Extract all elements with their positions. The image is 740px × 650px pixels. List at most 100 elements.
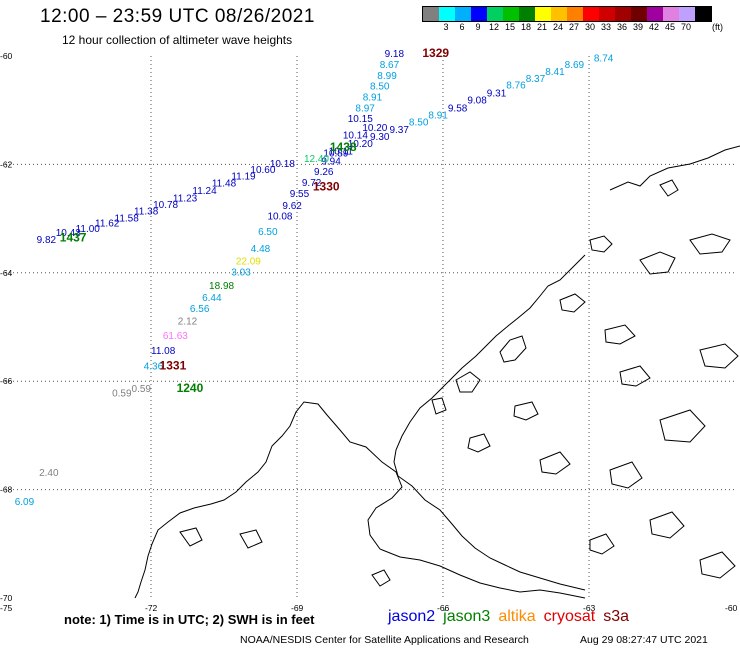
island-16 bbox=[659, 409, 706, 443]
wave-height-value: 10.08 bbox=[267, 212, 292, 223]
island-12 bbox=[513, 401, 539, 421]
lon-tick-label: -69 bbox=[291, 603, 304, 613]
wave-height-value: 10.78 bbox=[153, 200, 178, 211]
wave-height-value: 0.59 bbox=[112, 388, 132, 399]
color-scale-label: 70 bbox=[680, 22, 691, 32]
wave-height-value: 8.91 bbox=[428, 110, 448, 121]
wave-height-value: 8.67 bbox=[380, 60, 400, 71]
wave-height-value: 9.30 bbox=[370, 132, 390, 143]
wave-height-value: 11.48 bbox=[212, 179, 237, 190]
color-scale-label: 30 bbox=[584, 22, 595, 32]
island-2 bbox=[659, 179, 679, 197]
color-scale-label: 45 bbox=[664, 22, 675, 32]
wave-height-value: 9.31 bbox=[487, 89, 507, 100]
credit-timestamp: Aug 29 08:27:47 UTC 2021 bbox=[580, 634, 708, 646]
color-swatch bbox=[663, 7, 679, 21]
wave-height-value: 10.60 bbox=[250, 165, 275, 176]
wave-height-value: 8.97 bbox=[355, 103, 375, 114]
lat-tick-label: -70 bbox=[0, 593, 13, 603]
pass-time-label: 1329 bbox=[422, 46, 449, 60]
wave-height-value: 10.18 bbox=[270, 159, 295, 170]
axis-labels: -60 -62 -64 -66 -68 -70-75 -72 -69 -66 -63 -60 bbox=[0, 51, 738, 613]
color-scale-labels: 3 6 9 12 15 18 21 24 27 30 33 36 39 42 45 70 bbox=[422, 22, 710, 32]
wave-height-value: 9.37 bbox=[389, 125, 409, 136]
lat-lon-grid bbox=[5, 56, 735, 598]
wave-height-value: 11.24 bbox=[192, 186, 217, 197]
wave-height-value: 9.82 bbox=[37, 235, 57, 246]
wave-height-value: 6.56 bbox=[190, 304, 210, 315]
pass-time-label: 1330 bbox=[313, 179, 340, 193]
lat-tick-label: -66 bbox=[0, 376, 13, 386]
lon-tick-label: -63 bbox=[583, 603, 596, 613]
wave-height-value: 10.14 bbox=[343, 130, 368, 141]
color-swatch bbox=[503, 7, 519, 21]
wave-height-value: 18.98 bbox=[209, 281, 234, 292]
wave-height-value: 10.20 bbox=[362, 123, 387, 134]
lon-tick-label: -66 bbox=[437, 603, 450, 613]
wave-height-value: 8.74 bbox=[594, 53, 614, 64]
island-7 bbox=[639, 251, 676, 275]
wave-height-value: 2.12 bbox=[178, 316, 198, 327]
color-scale-label: 42 bbox=[648, 22, 659, 32]
island-9 bbox=[559, 293, 586, 313]
wave-height-value: 0.59 bbox=[132, 384, 152, 395]
wave-height-value: 4.48 bbox=[251, 244, 271, 255]
color-swatch bbox=[487, 7, 503, 21]
color-swatch bbox=[695, 7, 711, 21]
island-10 bbox=[604, 324, 636, 345]
color-scale-label: 27 bbox=[568, 22, 579, 32]
color-swatch bbox=[471, 7, 487, 21]
lat-tick-label: -64 bbox=[0, 268, 13, 278]
color-swatch bbox=[583, 7, 599, 21]
island-23 bbox=[239, 529, 263, 549]
island-17 bbox=[699, 343, 739, 369]
color-scale-bar bbox=[422, 6, 712, 22]
island-20 bbox=[589, 533, 615, 555]
wave-height-value: 9.94 bbox=[321, 156, 341, 167]
color-scale-label: 21 bbox=[536, 22, 547, 32]
wave-height-value: 11.00 bbox=[76, 224, 101, 235]
coastline bbox=[134, 145, 740, 599]
island-5 bbox=[431, 397, 447, 415]
wave-height-value: 11.38 bbox=[134, 206, 159, 217]
color-scale-label: 33 bbox=[600, 22, 611, 32]
color-swatch bbox=[439, 7, 455, 21]
color-scale-label: 24 bbox=[552, 22, 563, 32]
island-1 bbox=[609, 145, 740, 191]
island-14 bbox=[539, 451, 571, 475]
antarctic-peninsula-coast bbox=[134, 401, 586, 599]
island-3 bbox=[499, 335, 527, 363]
wave-height-value: 2.40 bbox=[39, 468, 59, 479]
wave-height-value: 3.03 bbox=[231, 268, 251, 279]
chart-subtitle: 12 hour collection of altimeter wave hei… bbox=[62, 33, 293, 47]
mission-legend-item: jason3 bbox=[443, 608, 491, 625]
island-13 bbox=[467, 433, 491, 453]
chart-title: 12:00 – 23:59 UTC 08/26/2021 bbox=[40, 6, 315, 27]
wave-height-value: 9.62 bbox=[282, 201, 302, 212]
island-11 bbox=[619, 365, 651, 387]
mission-legend-item: s3a bbox=[603, 608, 630, 625]
wave-height-value: 12.40 bbox=[304, 154, 329, 165]
color-scale-label bbox=[422, 22, 438, 32]
color-swatch bbox=[519, 7, 535, 21]
color-swatch bbox=[631, 7, 647, 21]
wave-height-value: 10.89 bbox=[323, 148, 348, 159]
lon-tick-label: -75 bbox=[0, 603, 13, 613]
wave-height-value: 8.41 bbox=[545, 67, 565, 78]
wave-height-value: 61.63 bbox=[163, 331, 188, 342]
wave-height-value: 6.50 bbox=[258, 227, 278, 238]
mission-legend: jason2 jason3 altika cryosat s3a bbox=[388, 608, 637, 626]
peninsula-spine-east bbox=[393, 254, 586, 591]
color-swatch bbox=[551, 7, 567, 21]
credit-line: NOAA/NESDIS Center for Satellite Applica… bbox=[240, 634, 529, 646]
color-scale-label: 12 bbox=[488, 22, 499, 32]
pass-time-label: 1438 bbox=[330, 140, 357, 154]
color-scale-label: 39 bbox=[632, 22, 643, 32]
island-19 bbox=[699, 551, 736, 579]
color-swatch bbox=[615, 7, 631, 21]
lat-tick-label: -60 bbox=[0, 51, 13, 61]
color-scale-label: 3 bbox=[443, 22, 449, 32]
wave-height-value: 9.58 bbox=[448, 103, 468, 114]
altimeter-tracks: 9.188.678.998.508.918.9710.1510.2010.141… bbox=[15, 46, 614, 508]
